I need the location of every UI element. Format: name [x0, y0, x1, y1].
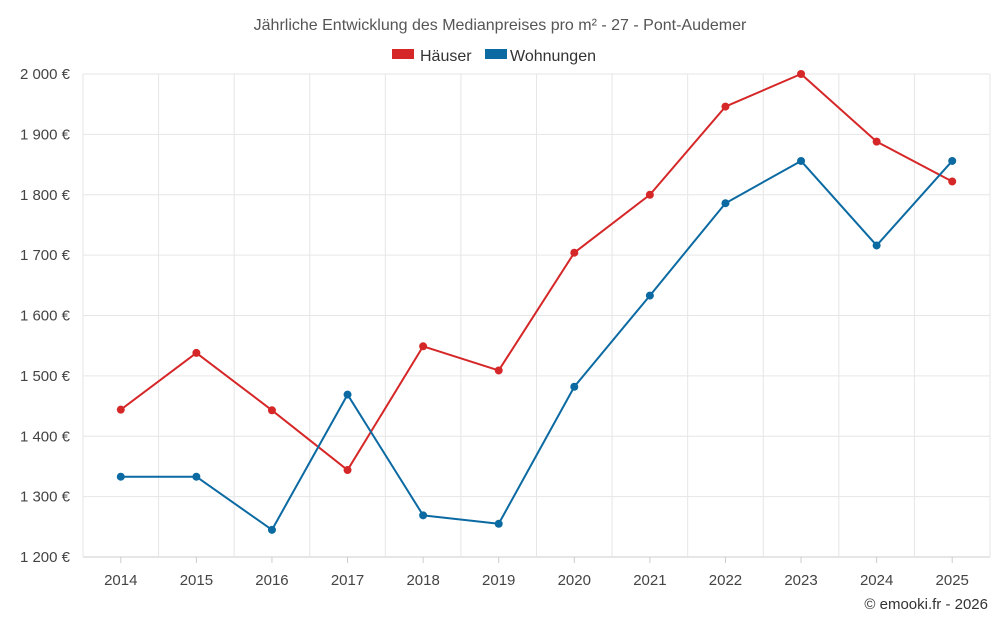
data-point-haeuser[interactable]	[797, 70, 806, 78]
data-point-haeuser[interactable]	[494, 366, 503, 375]
x-tick-label: 2019	[482, 572, 515, 589]
series-points	[116, 70, 957, 534]
series-line-wohnungen	[120, 159, 953, 531]
x-tick-label: 2023	[784, 572, 817, 589]
legend-swatch-haeuser[interactable]	[392, 49, 414, 59]
x-tick-label: 2024	[860, 572, 893, 589]
data-point-haeuser[interactable]	[872, 137, 881, 146]
y-tick-label: 1 800 €	[20, 187, 71, 204]
data-point-wohnungen[interactable]	[494, 519, 503, 528]
x-tick-label: 2022	[709, 572, 742, 589]
x-tick-label: 2020	[558, 572, 591, 589]
legend-label-wohnungen[interactable]: Wohnungen	[510, 48, 596, 65]
series-line-haeuser	[120, 73, 953, 472]
y-axis: 1 200 € 1 300 € 1 400 € 1 500 € 1 600 € 1 700…	[20, 66, 71, 566]
x-tick-label: 2025	[936, 572, 969, 589]
y-tick-label: 1 300 €	[20, 489, 71, 506]
y-tick-label: 1 500 €	[20, 368, 71, 385]
legend-swatch-wohnungen[interactable]	[485, 49, 507, 59]
data-point-haeuser[interactable]	[419, 342, 428, 351]
data-point-haeuser[interactable]	[192, 348, 201, 357]
data-point-wohnungen[interactable]	[343, 390, 352, 399]
data-point-haeuser[interactable]	[116, 405, 125, 414]
x-tick-label: 2015	[180, 572, 213, 589]
x-tick-label: 2014	[104, 572, 137, 589]
chart-title: Jährliche Entwicklung des Medianpreises …	[254, 17, 747, 34]
x-axis: 2014 2015 2016 2017 2018 2019 2020 2021 2022 2023…	[104, 557, 969, 589]
data-point-wohnungen[interactable]	[797, 156, 806, 165]
data-point-wohnungen[interactable]	[645, 291, 654, 300]
x-tick-label: 2017	[331, 572, 364, 589]
data-point-wohnungen[interactable]	[192, 472, 201, 481]
x-gridlines	[82, 74, 991, 557]
data-point-wohnungen[interactable]	[721, 199, 730, 208]
legend-label-haeuser[interactable]: Häuser	[420, 48, 472, 65]
data-point-wohnungen[interactable]	[948, 156, 957, 165]
data-point-wohnungen[interactable]	[116, 472, 125, 481]
y-tick-label: 2 000 €	[20, 66, 71, 83]
y-tick-label: 1 200 €	[20, 549, 71, 566]
x-tick-label: 2021	[633, 572, 666, 589]
data-point-haeuser[interactable]	[570, 248, 579, 257]
x-tick-label: 2018	[406, 572, 439, 589]
data-point-wohnungen[interactable]	[570, 382, 579, 391]
credit-text: © emooki.fr - 2026	[864, 596, 988, 613]
data-point-wohnungen[interactable]	[872, 241, 881, 250]
data-point-wohnungen[interactable]	[267, 525, 276, 534]
data-point-haeuser[interactable]	[343, 466, 352, 475]
x-tick-label: 2016	[255, 572, 288, 589]
series-lines	[120, 73, 953, 531]
y-tick-label: 1 900 €	[20, 126, 71, 143]
y-tick-label: 1 700 €	[20, 247, 71, 264]
legend: Häuser Wohnungen	[392, 48, 596, 65]
data-point-haeuser[interactable]	[267, 406, 276, 415]
data-point-haeuser[interactable]	[721, 102, 730, 111]
data-point-haeuser[interactable]	[645, 190, 654, 199]
data-point-haeuser[interactable]	[948, 177, 957, 186]
y-tick-label: 1 400 €	[20, 428, 71, 445]
data-point-wohnungen[interactable]	[419, 511, 428, 520]
y-tick-label: 1 600 €	[20, 308, 71, 325]
